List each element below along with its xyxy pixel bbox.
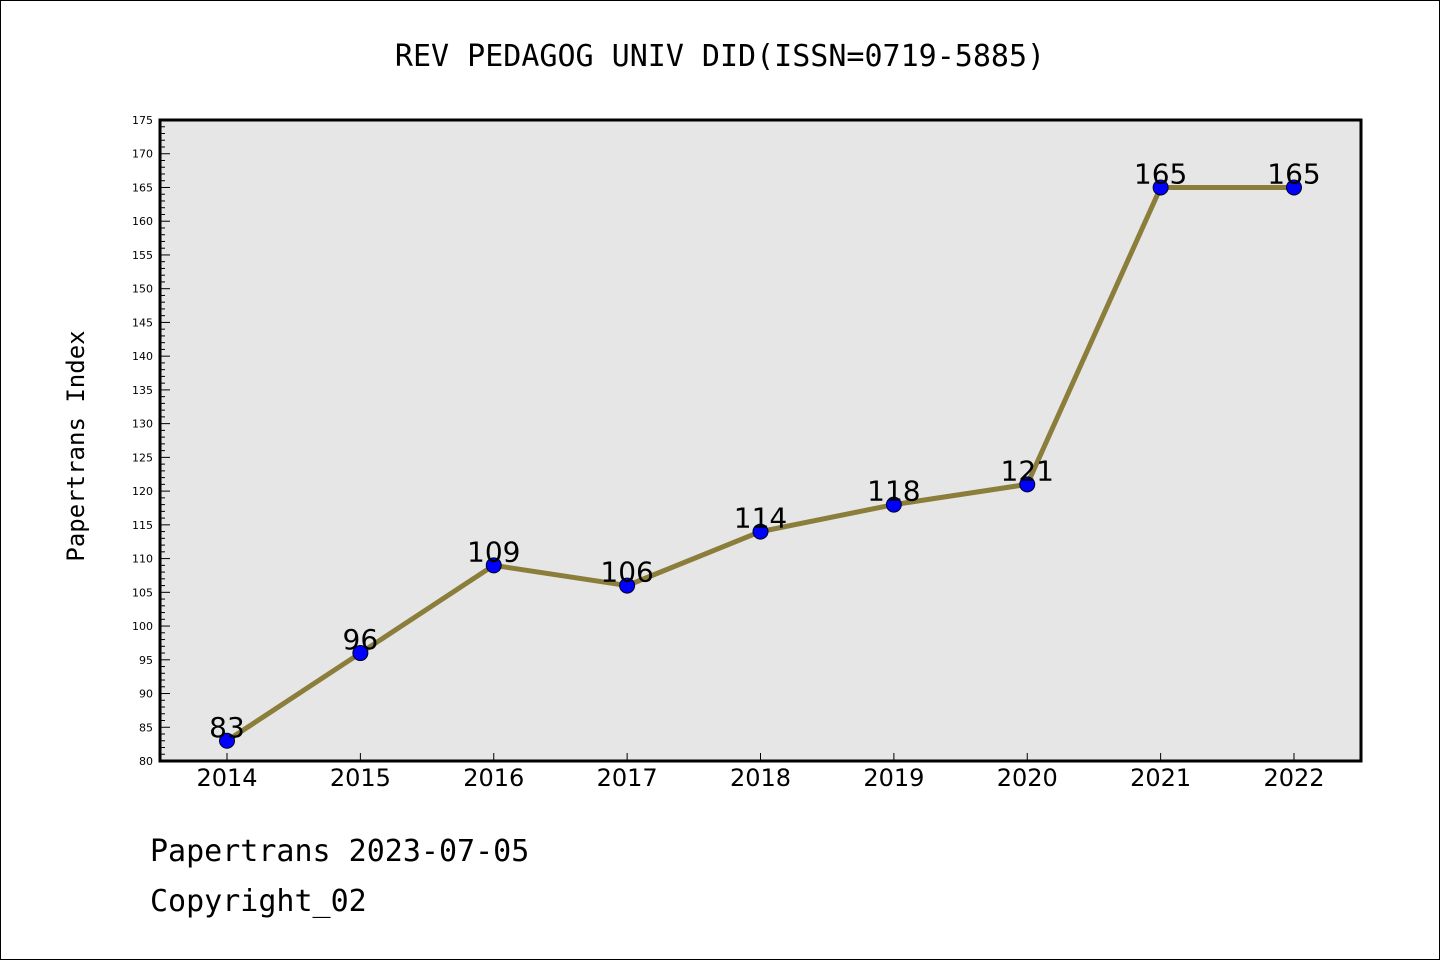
y-axis-label: Papertrans Index bbox=[62, 330, 90, 561]
x-tick-label: 2021 bbox=[1130, 764, 1191, 792]
y-tick-label: 80 bbox=[139, 755, 153, 768]
y-tick-label: 125 bbox=[132, 451, 153, 464]
y-tick-label: 165 bbox=[132, 181, 153, 194]
chart-title: REV PEDAGOG UNIV DID(ISSN=0719-5885) bbox=[395, 39, 1045, 74]
data-point bbox=[1152, 179, 1169, 196]
x-tick-label: 2020 bbox=[997, 764, 1058, 792]
data-point bbox=[885, 496, 902, 513]
footer-copyright: Copyright_02 bbox=[150, 884, 367, 919]
data-label: 96 bbox=[343, 623, 379, 656]
data-point bbox=[1019, 476, 1036, 493]
y-tick-label: 170 bbox=[132, 148, 153, 161]
y-tick-label: 155 bbox=[132, 249, 153, 262]
y-tick-label: 110 bbox=[132, 553, 153, 566]
y-tick-label: 90 bbox=[139, 688, 153, 701]
data-label: 106 bbox=[600, 556, 653, 589]
y-axis: 80 85 90 95 100 105 110 115 120 125 130 135 140 145 15… bbox=[132, 114, 170, 768]
x-tick-label: 2022 bbox=[1263, 764, 1324, 792]
data-label: 83 bbox=[209, 711, 245, 744]
data-label: 165 bbox=[1134, 157, 1187, 190]
y-tick-label: 100 bbox=[132, 620, 153, 633]
x-tick-label: 2019 bbox=[863, 764, 924, 792]
y-tick-label: 115 bbox=[132, 519, 153, 532]
y-tick-label: 95 bbox=[139, 654, 153, 667]
x-tick-label: 2015 bbox=[330, 764, 391, 792]
x-tick-label: 2016 bbox=[463, 764, 524, 792]
data-label: 109 bbox=[467, 535, 520, 568]
series-layer: 83 96 109 106 114 118 121 165 165 bbox=[209, 157, 1321, 749]
y-tick-label: 120 bbox=[132, 485, 153, 498]
data-point bbox=[619, 577, 636, 594]
x-tick-label: 2017 bbox=[597, 764, 658, 792]
y-tick-label: 105 bbox=[132, 586, 153, 599]
footer-date: Papertrans 2023-07-05 bbox=[150, 834, 530, 869]
y-tick-label: 130 bbox=[132, 418, 153, 431]
y-tick-label: 135 bbox=[132, 384, 153, 397]
plot-border bbox=[158, 118, 1363, 763]
x-tick-label: 2014 bbox=[196, 764, 257, 792]
y-tick-label: 175 bbox=[132, 114, 153, 127]
y-tick-label: 160 bbox=[132, 215, 153, 228]
y-tick-label: 140 bbox=[132, 350, 153, 363]
y-tick-label: 150 bbox=[132, 283, 153, 296]
data-label: 114 bbox=[734, 502, 787, 535]
data-label: 121 bbox=[1001, 454, 1054, 487]
y-tick-label: 85 bbox=[139, 721, 153, 734]
data-point bbox=[1286, 179, 1302, 196]
data-point bbox=[219, 732, 235, 749]
x-tick-label: 2018 bbox=[730, 764, 791, 792]
y-tick-label: 145 bbox=[132, 316, 153, 329]
data-label: 118 bbox=[867, 475, 920, 508]
data-point bbox=[485, 557, 502, 574]
data-point bbox=[352, 645, 369, 662]
data-label: 165 bbox=[1267, 157, 1320, 190]
x-axis: 2014 2015 2016 2017 2018 2019 2020 2021 2022 bbox=[196, 753, 1325, 792]
data-point bbox=[752, 523, 769, 540]
